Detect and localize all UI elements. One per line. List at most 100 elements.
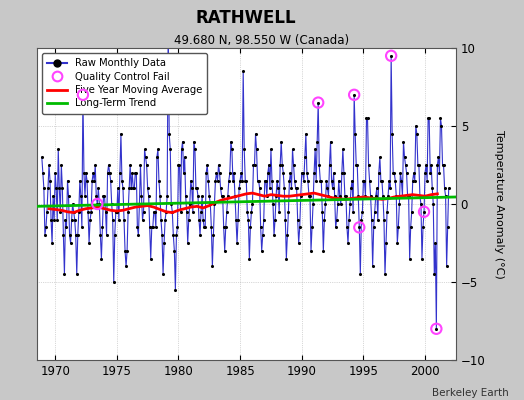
Point bbox=[55, 185, 63, 192]
Point bbox=[332, 224, 340, 230]
Point bbox=[193, 185, 201, 192]
Point bbox=[428, 185, 436, 192]
Point bbox=[211, 178, 220, 184]
Point bbox=[413, 162, 422, 168]
Point bbox=[353, 162, 362, 168]
Point bbox=[95, 201, 104, 207]
Point bbox=[390, 170, 398, 176]
Point bbox=[364, 162, 373, 168]
Point bbox=[187, 178, 195, 184]
Point bbox=[440, 185, 449, 192]
Point bbox=[101, 209, 110, 215]
Point bbox=[382, 240, 390, 246]
Point bbox=[293, 216, 302, 223]
Point bbox=[180, 154, 189, 160]
Point bbox=[385, 178, 394, 184]
Point bbox=[174, 162, 183, 168]
Point bbox=[354, 193, 363, 199]
Point bbox=[350, 92, 358, 98]
Point bbox=[376, 154, 384, 160]
Point bbox=[113, 209, 121, 215]
Point bbox=[387, 52, 395, 59]
Text: 49.680 N, 98.550 W (Canada): 49.680 N, 98.550 W (Canada) bbox=[174, 34, 350, 47]
Point bbox=[430, 271, 439, 278]
Point bbox=[368, 263, 377, 270]
Point bbox=[83, 178, 91, 184]
Point bbox=[119, 185, 127, 192]
Point bbox=[407, 224, 415, 230]
Point bbox=[412, 130, 421, 137]
Point bbox=[159, 271, 167, 278]
Point bbox=[212, 170, 221, 176]
Point bbox=[155, 178, 163, 184]
Point bbox=[420, 209, 428, 215]
Point bbox=[152, 154, 161, 160]
Point bbox=[204, 178, 212, 184]
Point bbox=[192, 185, 200, 192]
Point bbox=[355, 224, 364, 230]
Point bbox=[411, 178, 419, 184]
Point bbox=[296, 224, 304, 230]
Point bbox=[378, 178, 386, 184]
Point bbox=[391, 178, 399, 184]
Point bbox=[104, 162, 113, 168]
Point bbox=[320, 216, 329, 223]
Point bbox=[201, 224, 210, 230]
Point bbox=[301, 154, 309, 160]
Point bbox=[417, 201, 425, 207]
Point bbox=[360, 178, 368, 184]
Point bbox=[118, 178, 126, 184]
Point bbox=[46, 178, 54, 184]
Point bbox=[147, 256, 155, 262]
Point bbox=[444, 185, 453, 192]
Point bbox=[208, 263, 216, 270]
Point bbox=[274, 185, 282, 192]
Point bbox=[319, 248, 328, 254]
Point bbox=[405, 193, 413, 199]
Point bbox=[132, 170, 140, 176]
Point bbox=[306, 193, 314, 199]
Point bbox=[350, 92, 358, 98]
Point bbox=[419, 224, 427, 230]
Point bbox=[210, 201, 219, 207]
Point bbox=[298, 170, 306, 176]
Point bbox=[384, 193, 392, 199]
Y-axis label: Temperature Anomaly (°C): Temperature Anomaly (°C) bbox=[494, 130, 504, 278]
Point bbox=[133, 224, 141, 230]
Point bbox=[409, 178, 417, 184]
Point bbox=[314, 100, 322, 106]
Point bbox=[107, 201, 116, 207]
Point bbox=[45, 162, 53, 168]
Point bbox=[166, 146, 174, 152]
Point bbox=[403, 193, 412, 199]
Point bbox=[370, 209, 379, 215]
Point bbox=[73, 232, 82, 238]
Point bbox=[363, 115, 372, 122]
Point bbox=[53, 216, 61, 223]
Point bbox=[397, 178, 406, 184]
Point bbox=[51, 170, 59, 176]
Point bbox=[85, 240, 93, 246]
Point bbox=[157, 216, 165, 223]
Point bbox=[256, 224, 265, 230]
Point bbox=[102, 232, 111, 238]
Point bbox=[134, 232, 143, 238]
Point bbox=[373, 185, 381, 192]
Point bbox=[393, 240, 401, 246]
Point bbox=[49, 193, 57, 199]
Point bbox=[259, 216, 268, 223]
Point bbox=[399, 138, 408, 145]
Point bbox=[432, 326, 441, 332]
Point bbox=[341, 193, 349, 199]
Point bbox=[250, 162, 259, 168]
Point bbox=[42, 224, 50, 230]
Point bbox=[287, 185, 296, 192]
Point bbox=[79, 92, 87, 98]
Point bbox=[281, 216, 290, 223]
Point bbox=[278, 162, 287, 168]
Point bbox=[321, 201, 330, 207]
Point bbox=[325, 162, 334, 168]
Point bbox=[179, 170, 188, 176]
Point bbox=[198, 193, 206, 199]
Point bbox=[239, 68, 247, 74]
